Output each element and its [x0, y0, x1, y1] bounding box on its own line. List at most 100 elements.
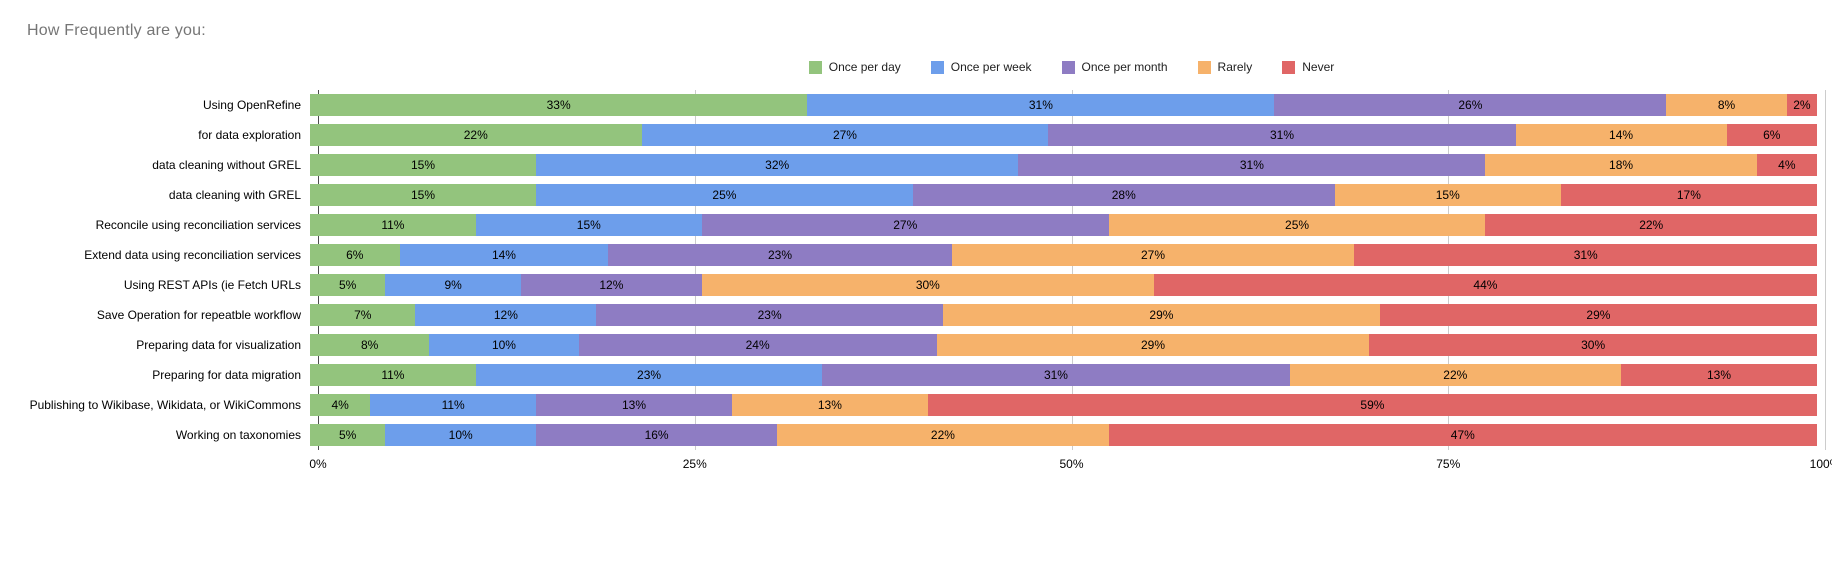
segment-rarely[interactable]: 8%: [1666, 94, 1787, 116]
segment-once-per-month[interactable]: 31%: [1018, 154, 1486, 176]
segment-once-per-month[interactable]: 26%: [1274, 94, 1667, 116]
row-label: Working on taxonomies: [175, 428, 301, 442]
segment-rarely[interactable]: 22%: [1289, 364, 1622, 386]
bar-row-preparing-data-for-visualization: Preparing data for visualization 8% 10% 24%…: [0, 330, 1825, 360]
segment-once-per-month[interactable]: 27%: [701, 214, 1109, 236]
segment-once-per-day[interactable]: 5%: [310, 424, 386, 446]
segment-once-per-week[interactable]: 14%: [399, 244, 609, 266]
segment-once-per-week[interactable]: 9%: [385, 274, 521, 296]
segment-never[interactable]: 44%: [1153, 274, 1817, 296]
bar-track: 22% 27% 31% 14% 6%: [310, 124, 1817, 146]
segment-once-per-month[interactable]: 31%: [1048, 124, 1516, 146]
x-axis: 0% 25% 50% 75% 100%: [309, 457, 1832, 473]
segment-once-per-day[interactable]: 11%: [310, 364, 476, 386]
segment-once-per-week[interactable]: 11%: [370, 394, 537, 416]
segment-rarely[interactable]: 27%: [951, 244, 1355, 266]
segment-once-per-day[interactable]: 15%: [310, 184, 537, 206]
segment-once-per-month[interactable]: 31%: [822, 364, 1290, 386]
x-tick-label: 50%: [1059, 457, 1084, 471]
bar-row-publishing-to-wikibase-wikidata-or-wikicommons: Publishing to Wikibase, Wikidata, or Wik…: [0, 390, 1825, 420]
row-label: Reconcile using reconciliation services: [95, 218, 301, 232]
bar-track: 6% 14% 23% 27% 31%: [310, 244, 1817, 266]
segment-once-per-day[interactable]: 15%: [310, 154, 537, 176]
segment-rarely[interactable]: 18%: [1485, 154, 1757, 176]
segment-once-per-month[interactable]: 28%: [912, 184, 1335, 206]
segment-never[interactable]: 31%: [1354, 244, 1817, 266]
bar-track: 11% 23% 31% 22% 13%: [310, 364, 1817, 386]
segment-once-per-week[interactable]: 23%: [475, 364, 823, 386]
segment-once-per-month[interactable]: 12%: [520, 274, 702, 296]
segment-once-per-month[interactable]: 16%: [536, 424, 778, 446]
bar-track: 11% 15% 27% 25% 22%: [310, 214, 1817, 236]
segment-never[interactable]: 4%: [1756, 154, 1817, 176]
segment-once-per-week[interactable]: 27%: [641, 124, 1049, 146]
bar-row-save-operation-for-repeatble-workflow: Save Operation for repeatble workflow 7% 1…: [0, 300, 1825, 330]
legend-item-never: Never: [1282, 60, 1334, 74]
segment-once-per-month[interactable]: 13%: [536, 394, 732, 416]
bar-track: 4% 11% 13% 13% 59%: [310, 394, 1817, 416]
row-label: data cleaning with GREL: [168, 188, 301, 202]
legend-label: Rarely: [1217, 60, 1253, 74]
segment-rarely[interactable]: 22%: [777, 424, 1109, 446]
gridline: [1071, 90, 1073, 450]
legend-item-once-per-day: Once per day: [808, 60, 901, 74]
segment-once-per-day[interactable]: 8%: [310, 334, 430, 356]
segment-rarely[interactable]: 30%: [701, 274, 1154, 296]
segment-rarely[interactable]: 29%: [942, 304, 1380, 326]
segment-never[interactable]: 2%: [1786, 94, 1817, 116]
row-label: for data exploration: [198, 128, 301, 142]
x-tick-label: 100%: [1809, 457, 1832, 471]
segment-never[interactable]: 6%: [1726, 124, 1817, 146]
bar-row-data-cleaning-without-grel: data cleaning without GREL 15% 32% 31% 18% 4%: [0, 150, 1825, 180]
segment-once-per-week[interactable]: 32%: [536, 154, 1019, 176]
segment-once-per-week[interactable]: 31%: [807, 94, 1275, 116]
legend-label: Never: [1302, 60, 1335, 74]
segment-once-per-week[interactable]: 15%: [475, 214, 702, 236]
segment-never[interactable]: 22%: [1485, 214, 1817, 236]
segment-once-per-day[interactable]: 7%: [310, 304, 416, 326]
plot-grid: [318, 90, 1826, 450]
segment-rarely[interactable]: 15%: [1334, 184, 1561, 206]
bar-row-working-on-taxonomies: Working on taxonomies 5% 10% 16% 22% 47%: [0, 420, 1825, 450]
segment-once-per-day[interactable]: 33%: [310, 94, 808, 116]
segment-rarely[interactable]: 29%: [936, 334, 1370, 356]
segment-never[interactable]: 47%: [1108, 424, 1817, 446]
gridline: [1448, 90, 1450, 450]
segment-once-per-month[interactable]: 23%: [608, 244, 952, 266]
segment-never[interactable]: 30%: [1369, 334, 1817, 356]
legend: Once per day Once per week Once per month R…: [318, 59, 1825, 75]
legend-label: Once per week: [950, 60, 1032, 74]
segment-once-per-month[interactable]: 24%: [578, 334, 937, 356]
segment-once-per-week[interactable]: 10%: [429, 334, 579, 356]
segment-rarely[interactable]: 14%: [1515, 124, 1727, 146]
legend-swatch-icon: [1197, 60, 1211, 74]
segment-once-per-day[interactable]: 4%: [310, 394, 371, 416]
segment-never[interactable]: 17%: [1560, 184, 1817, 206]
bar-track: 8% 10% 24% 29% 30%: [310, 334, 1817, 356]
segment-rarely[interactable]: 13%: [731, 394, 928, 416]
segment-once-per-day[interactable]: 6%: [310, 244, 400, 266]
segment-rarely[interactable]: 25%: [1108, 214, 1486, 236]
x-tick-label: 25%: [682, 457, 707, 471]
x-tick-label: 75%: [1436, 457, 1461, 471]
segment-never[interactable]: 13%: [1621, 364, 1817, 386]
x-tick-label: 0%: [309, 457, 327, 471]
row-label: Using OpenRefine: [202, 98, 301, 112]
axis-baseline: [318, 90, 319, 450]
segment-once-per-week[interactable]: 10%: [385, 424, 537, 446]
segment-never[interactable]: 59%: [927, 394, 1817, 416]
bar-row-data-cleaning-with-grel: data cleaning with GREL 15% 25% 28% 15% 17%: [0, 180, 1825, 210]
bar-track: 15% 25% 28% 15% 17%: [310, 184, 1817, 206]
row-label: Publishing to Wikibase, Wikidata, or Wik…: [29, 398, 301, 412]
row-label: Preparing data for visualization: [136, 338, 301, 352]
chart-rows: Using OpenRefine 33% 31% 26% 8% 2% for data ex…: [0, 90, 1825, 450]
segment-once-per-day[interactable]: 5%: [310, 274, 386, 296]
legend-item-once-per-month: Once per month: [1061, 60, 1168, 74]
gridline: [1825, 90, 1826, 450]
segment-once-per-month[interactable]: 23%: [596, 304, 943, 326]
segment-once-per-day[interactable]: 11%: [310, 214, 476, 236]
segment-once-per-week[interactable]: 12%: [415, 304, 597, 326]
segment-once-per-week[interactable]: 25%: [536, 184, 913, 206]
segment-never[interactable]: 29%: [1379, 304, 1817, 326]
segment-once-per-day[interactable]: 22%: [310, 124, 642, 146]
